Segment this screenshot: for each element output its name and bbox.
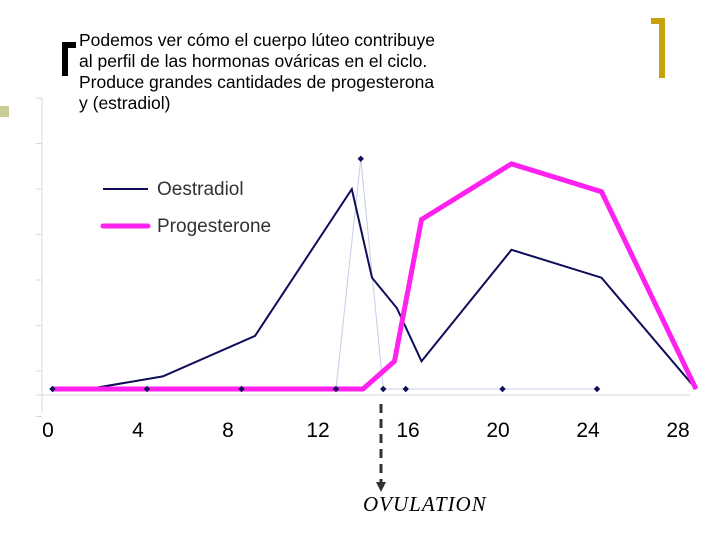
bullet-square-icon [0, 106, 9, 117]
legend-label-progesterone: Progesterone [157, 216, 271, 237]
x-tick-label: 12 [306, 419, 329, 442]
ovulation-arrow [376, 404, 386, 492]
chart-legend: Oestradiol Progesterone [100, 179, 271, 237]
series-line-progesterone [52, 161, 699, 392]
ovulation-arrowhead-icon [376, 482, 386, 492]
data-point-marker [143, 385, 151, 393]
chart-axes [36, 97, 690, 417]
data-point-marker [499, 385, 506, 393]
x-tick-label: 24 [576, 419, 600, 442]
series-line-unlabeled [52, 158, 597, 390]
x-tick-label: 20 [486, 419, 509, 442]
data-point-marker [49, 385, 56, 393]
chart-tick-labels: 0 4 8 12 16 20 24 28 [42, 419, 690, 442]
slide-body-text: Podemos ver cómo el cuerpo lúteo contrib… [79, 30, 436, 113]
data-point-marker [238, 385, 245, 393]
chart-markers [49, 155, 601, 393]
legend-label-oestradiol: Oestradiol [157, 179, 244, 200]
data-point-marker [593, 385, 601, 393]
x-tick-label: 0 [42, 419, 54, 442]
data-point-marker [402, 385, 409, 393]
bracket-right-decoration [651, 18, 665, 78]
x-tick-label: 8 [222, 419, 234, 442]
series-line-oestradiol [52, 186, 697, 390]
data-point-marker [332, 385, 340, 393]
chart-series [52, 158, 699, 392]
bracket-left-decoration [62, 42, 76, 76]
x-tick-label: 28 [666, 419, 689, 442]
x-tick-label: 4 [132, 419, 144, 442]
data-point-marker [357, 155, 364, 162]
ovulation-label: OVULATION [363, 492, 487, 516]
data-point-marker [380, 385, 387, 393]
x-tick-label: 16 [396, 419, 419, 442]
